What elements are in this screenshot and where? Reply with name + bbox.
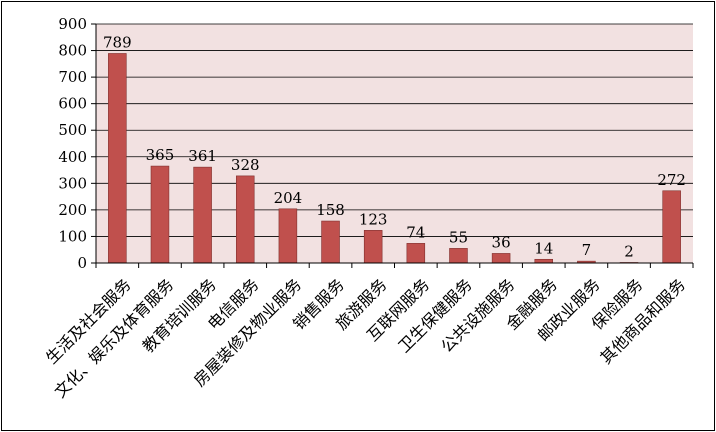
bar [108,53,127,264]
bar [662,190,681,264]
bar [235,175,255,264]
bars [108,53,681,264]
bar [449,248,468,264]
data-label: 365 [146,146,175,164]
data-label: 272 [657,171,686,189]
data-label: 123 [359,210,388,228]
bar [321,220,340,264]
axes [91,23,694,268]
data-label: 2 [624,242,634,260]
bar [534,258,554,264]
y-tick-label: 100 [58,227,87,245]
data-label: 36 [492,233,511,251]
y-tick-label: 400 [58,148,87,166]
bar [406,243,426,264]
bar [278,208,298,264]
data-label: 328 [231,156,260,174]
y-tick-label: 800 [58,42,87,60]
y-tick-label: 200 [58,201,87,219]
bar [363,230,383,264]
data-label: 14 [534,239,553,257]
y-tick-label: 300 [58,174,87,192]
bar [491,253,511,264]
y-tick-label: 600 [58,95,87,113]
data-label: 204 [274,189,303,207]
plot-area [96,24,693,263]
y-tick-label: 700 [58,68,87,86]
data-label: 158 [316,201,345,219]
data-label: 789 [103,33,132,51]
y-tick-label: 900 [58,15,87,33]
data-label: 361 [188,147,217,165]
y-tick-label: 0 [77,254,87,272]
y-tick-label: 500 [58,121,87,139]
data-label: 55 [449,228,468,246]
data-label: 74 [406,223,425,241]
bar [150,165,170,264]
bar [193,166,212,264]
data-label: 7 [582,241,592,259]
